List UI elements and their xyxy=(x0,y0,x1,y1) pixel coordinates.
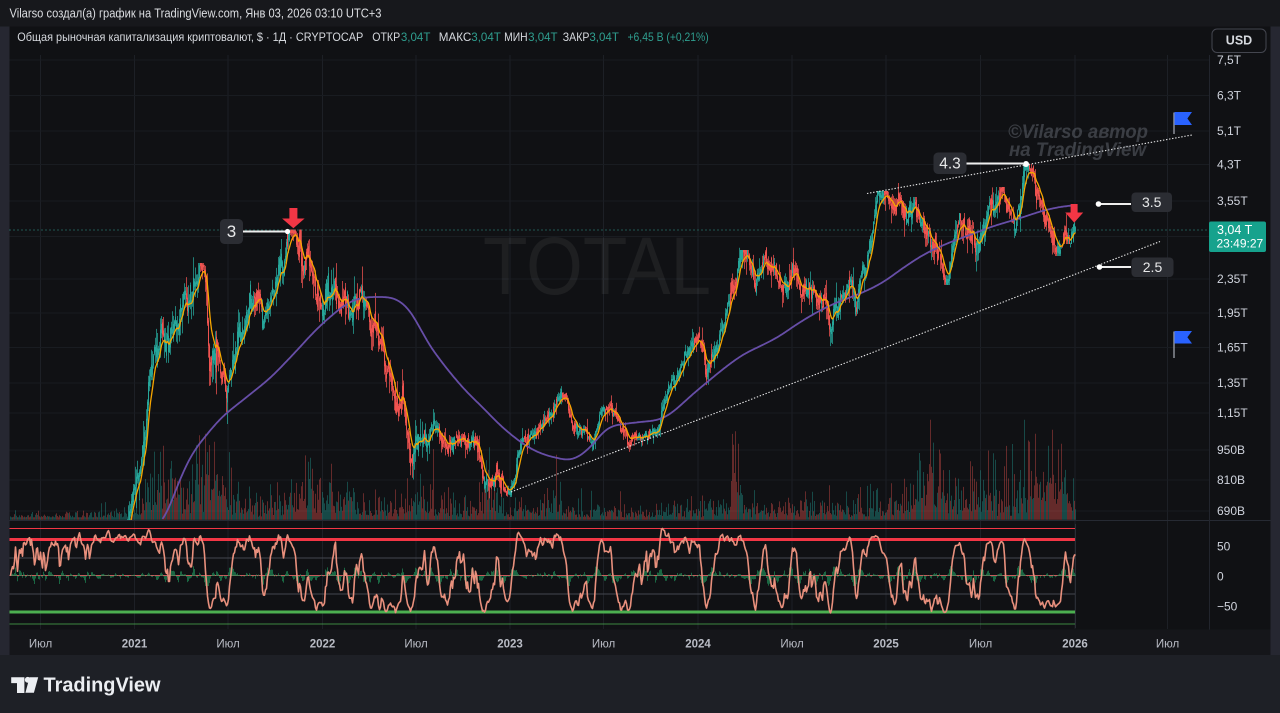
svg-text:©Vilarso автор: ©Vilarso автор xyxy=(1008,122,1148,143)
svg-text:3,04Т: 3,04Т xyxy=(401,30,431,44)
svg-text:690B: 690B xyxy=(1217,504,1245,518)
svg-text:МАКС: МАКС xyxy=(439,30,472,44)
svg-text:Июл: Июл xyxy=(592,639,615,651)
svg-text:950B: 950B xyxy=(1217,443,1245,457)
svg-text:3,04Т: 3,04Т xyxy=(471,30,501,44)
svg-text:4,3T: 4,3T xyxy=(1217,158,1242,172)
svg-text:USD: USD xyxy=(1226,34,1252,48)
svg-text:TOTAL: TOTAL xyxy=(483,221,711,312)
svg-text:Июл: Июл xyxy=(969,639,992,651)
svg-text:Июл: Июл xyxy=(216,639,239,651)
svg-text:2024: 2024 xyxy=(685,639,711,651)
svg-text:2026: 2026 xyxy=(1062,639,1088,651)
svg-text:2023: 2023 xyxy=(497,639,523,651)
svg-text:3,04Т: 3,04Т xyxy=(528,30,558,44)
svg-text:4.3: 4.3 xyxy=(939,155,961,172)
svg-text:−50: −50 xyxy=(1217,600,1238,614)
svg-text:2022: 2022 xyxy=(310,639,336,651)
svg-text:+6,45 B (+0,21%): +6,45 B (+0,21%) xyxy=(628,30,709,44)
svg-text:3: 3 xyxy=(227,222,236,241)
svg-text:3,55T: 3,55T xyxy=(1217,194,1248,208)
svg-text:2021: 2021 xyxy=(122,639,148,651)
svg-text:Июл: Июл xyxy=(780,639,803,651)
svg-text:Июл: Июл xyxy=(404,639,427,651)
svg-text:810B: 810B xyxy=(1217,473,1245,487)
svg-text:2025: 2025 xyxy=(873,639,899,651)
svg-text:3.5: 3.5 xyxy=(1142,194,1162,210)
svg-text:1,95T: 1,95T xyxy=(1217,306,1248,320)
svg-text:Июл: Июл xyxy=(1156,639,1179,651)
svg-text:1,15T: 1,15T xyxy=(1217,406,1248,420)
svg-text:0: 0 xyxy=(1217,570,1224,584)
svg-text:3,04 T: 3,04 T xyxy=(1217,223,1253,237)
svg-text:1,35T: 1,35T xyxy=(1217,376,1248,390)
svg-text:50: 50 xyxy=(1217,540,1231,554)
svg-text:Июл: Июл xyxy=(29,639,52,651)
svg-text:3,04Т: 3,04Т xyxy=(589,30,619,44)
svg-text:ЗАКР: ЗАКР xyxy=(563,30,590,44)
svg-text:на TradingView: на TradingView xyxy=(1009,140,1147,161)
svg-text:23:49:27: 23:49:27 xyxy=(1217,236,1264,250)
svg-text:1,65T: 1,65T xyxy=(1217,341,1248,355)
svg-text:Общая рыночная капитализация к: Общая рыночная капитализация криптовалют… xyxy=(17,30,363,44)
svg-text:5,1T: 5,1T xyxy=(1217,124,1242,138)
svg-text:2,35T: 2,35T xyxy=(1217,272,1248,286)
svg-text:6,3T: 6,3T xyxy=(1217,89,1242,103)
svg-text:ОТКР: ОТКР xyxy=(372,30,400,44)
svg-text:Vilarso создал(а) график на Tr: Vilarso создал(а) график на TradingView.… xyxy=(10,7,382,21)
svg-text:TradingView: TradingView xyxy=(44,674,161,697)
svg-text:7,5T: 7,5T xyxy=(1217,53,1242,67)
svg-text:МИН: МИН xyxy=(504,30,527,44)
svg-text:2.5: 2.5 xyxy=(1143,259,1163,275)
